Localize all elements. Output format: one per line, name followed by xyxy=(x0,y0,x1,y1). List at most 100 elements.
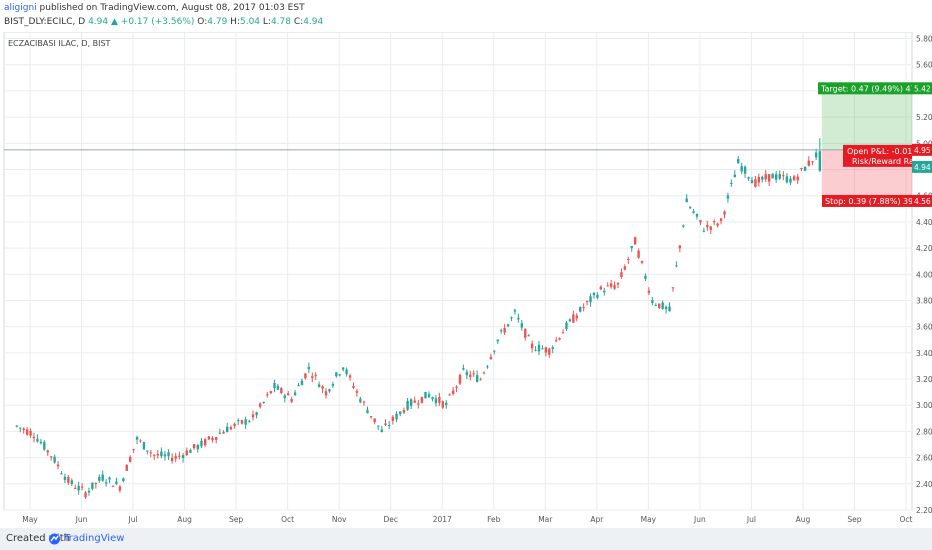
y-tick-label: 3.80 xyxy=(916,296,932,305)
open-pl-bg xyxy=(843,144,912,167)
candle-body xyxy=(111,485,115,488)
x-tick-label: 2017 xyxy=(433,515,452,524)
candle-body xyxy=(561,332,565,334)
chart-title: ECZACIBASI ILAC, D, BIST xyxy=(8,39,111,48)
candle-body xyxy=(592,292,596,296)
candle-body xyxy=(366,410,369,414)
candle-body xyxy=(178,455,181,457)
target-zone xyxy=(821,88,912,150)
candle-body xyxy=(575,315,578,319)
candle-body xyxy=(240,420,244,424)
candle-body xyxy=(226,426,229,433)
candle-body xyxy=(761,176,764,180)
x-tick-label: Jul xyxy=(128,515,138,524)
price-chart[interactable]: 5.805.605.405.205.004.804.604.404.204.00… xyxy=(0,32,932,528)
candle-body xyxy=(70,480,73,485)
candle-body xyxy=(688,207,692,209)
change-value: +0.17 (+3.56%) xyxy=(120,17,195,27)
candle-body xyxy=(644,275,647,279)
candle-body xyxy=(723,211,726,215)
y-tick-label: 5.80 xyxy=(916,35,932,44)
tradingview-logo-icon xyxy=(49,533,60,545)
y-tick-label: 4.20 xyxy=(916,244,932,253)
candle-body xyxy=(448,394,451,396)
candle-body xyxy=(304,373,307,379)
x-tick-label: Aug xyxy=(796,515,811,524)
last-price-tag-text: 4.94 xyxy=(914,163,931,172)
candle-body xyxy=(462,368,465,370)
candle-body xyxy=(633,237,637,245)
candle-body xyxy=(218,432,222,434)
candle-body xyxy=(513,310,517,312)
candle-body xyxy=(668,306,671,312)
candle-body xyxy=(413,400,416,403)
tradingview-brand[interactable]: TradingView xyxy=(64,533,125,544)
candle-body xyxy=(331,383,335,386)
candle-body xyxy=(792,176,796,181)
candle-body xyxy=(506,324,510,327)
x-tick-label: Nov xyxy=(332,515,347,524)
candle-body xyxy=(189,449,192,453)
candle-body xyxy=(712,221,716,223)
candle-body xyxy=(348,375,352,378)
y-tick-label: 2.80 xyxy=(916,427,932,436)
candle-body xyxy=(355,391,359,393)
candle-body xyxy=(63,476,67,481)
candle-body xyxy=(181,455,185,458)
candle-body xyxy=(750,180,754,184)
candle-body xyxy=(280,388,283,394)
candle-body xyxy=(524,328,527,338)
candle-body xyxy=(29,430,32,436)
close-value: 4.94 xyxy=(303,17,324,27)
candles-group xyxy=(15,138,822,499)
candle-body xyxy=(118,486,122,491)
target-price-tag-text: 5.42 xyxy=(914,84,931,93)
candle-body xyxy=(19,427,22,429)
candle-body xyxy=(146,450,149,452)
candle-body xyxy=(56,464,60,467)
candle-body xyxy=(774,174,778,180)
open-pl-text: Open P&L: -0.01, C xyxy=(847,147,923,156)
publish-info: aligigni published on TradingView.com, A… xyxy=(4,3,305,13)
candle-body xyxy=(572,314,575,323)
candle-body xyxy=(548,348,551,355)
candle-body xyxy=(314,374,317,376)
stop-price-tag-bg xyxy=(912,194,932,207)
y-tick-label: 3.00 xyxy=(916,401,932,410)
candle-body xyxy=(455,386,458,388)
entry-price-tag-bg xyxy=(912,143,932,156)
candle-body xyxy=(630,246,633,249)
candle-body xyxy=(377,425,380,427)
candle-body xyxy=(496,339,499,342)
candle-body xyxy=(658,303,661,308)
candle-body xyxy=(606,285,609,287)
candle-body xyxy=(706,224,709,228)
candle-body xyxy=(328,389,331,392)
candle-body xyxy=(135,437,139,440)
x-tick-label: Mar xyxy=(538,515,553,524)
created-with-text: Created with xyxy=(6,533,70,544)
candle-body xyxy=(558,337,561,340)
candle-body xyxy=(785,176,789,183)
candle-body xyxy=(541,348,544,350)
candle-body xyxy=(716,223,719,226)
candle-body xyxy=(258,403,262,407)
x-tick-label: Feb xyxy=(487,515,501,524)
y-tick-label: 2.20 xyxy=(916,506,932,515)
candle-body xyxy=(661,302,664,309)
candle-body xyxy=(489,356,493,360)
candle-body xyxy=(811,161,814,163)
candle-body xyxy=(733,174,736,178)
last-price-tag: 4.94 xyxy=(912,160,932,173)
candle-body xyxy=(87,490,91,493)
candle-body xyxy=(424,391,427,399)
author-link[interactable]: aligigni xyxy=(4,3,37,13)
candle-body xyxy=(764,174,767,180)
candle-body xyxy=(747,177,750,179)
candle-body xyxy=(25,429,29,435)
x-tick-label: Sep xyxy=(847,515,861,524)
candle-body xyxy=(486,366,489,368)
y-tick-label: 4.00 xyxy=(916,270,932,279)
candle-body xyxy=(406,400,409,410)
